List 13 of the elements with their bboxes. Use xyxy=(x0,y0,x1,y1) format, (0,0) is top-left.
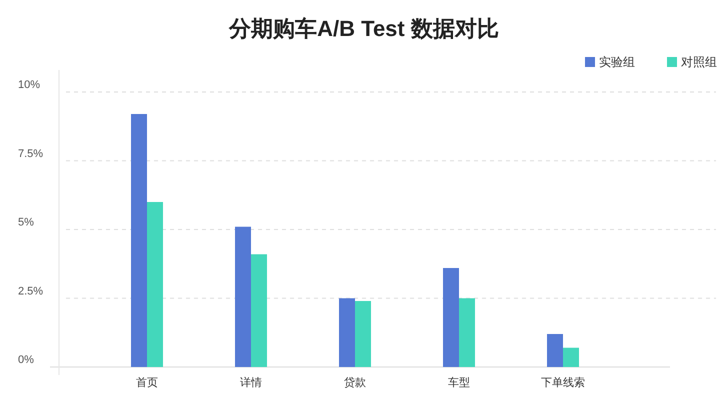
x-tick-label: 首页 xyxy=(136,377,158,389)
y-tick-label: 10% xyxy=(18,79,40,91)
x-tick-label: 下单线索 xyxy=(541,376,585,389)
y-tick-label: 0% xyxy=(18,354,34,366)
y-tick-label: 5% xyxy=(18,216,34,228)
x-tick-label: 详情 xyxy=(240,376,262,389)
legend-label: 实验组 xyxy=(599,55,635,69)
legend-label: 对照组 xyxy=(681,55,717,69)
x-tick-label: 贷款 xyxy=(344,376,366,389)
x-tick-label: 车型 xyxy=(448,376,470,389)
y-tick-label: 7.5% xyxy=(18,148,44,160)
chart-title: 分期购车A/B Test 数据对比 xyxy=(228,16,499,41)
y-tick-label: 2.5% xyxy=(18,285,44,298)
